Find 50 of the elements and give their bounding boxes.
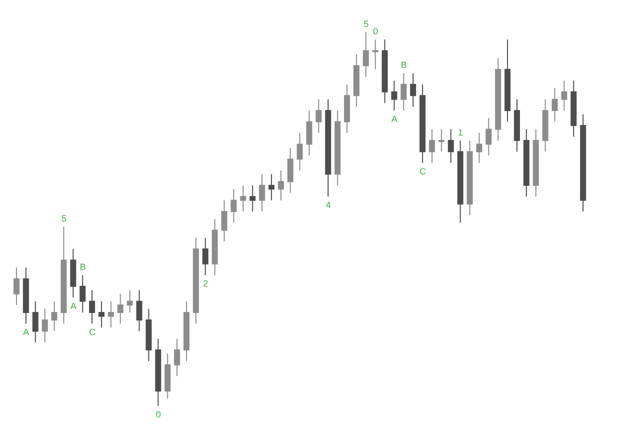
annotation: C: [89, 327, 96, 338]
candlestick: [362, 32, 369, 78]
candlestick: [108, 300, 114, 328]
candlestick: [287, 147, 294, 194]
candlestick: [98, 300, 104, 328]
candlestick: [428, 128, 435, 164]
annotation: 4: [326, 200, 331, 210]
candlestick: [117, 293, 124, 324]
candlestick: [240, 184, 246, 212]
candlestick: [400, 72, 407, 112]
candlestick: [250, 184, 256, 212]
candlestick: [372, 38, 378, 70]
candlestick: [448, 128, 454, 164]
annotation: 0: [373, 26, 378, 36]
candlestick: [174, 338, 180, 377]
annotation: A: [70, 300, 76, 311]
candlestick: [80, 274, 86, 313]
candlestick: [561, 80, 568, 112]
annotation: A: [23, 327, 30, 338]
candlestick: [136, 290, 142, 332]
candlestick: [438, 128, 444, 152]
candlestick: [202, 237, 208, 276]
candlestick: [410, 72, 416, 108]
candlestick: [221, 200, 228, 242]
annotation: A: [391, 114, 398, 124]
candlestick: [268, 174, 274, 201]
candlestick: [32, 300, 38, 343]
annotation: 5: [61, 213, 66, 224]
candlestick: [552, 88, 558, 122]
annotation: B: [80, 262, 86, 272]
annotation: B: [400, 60, 407, 70]
candlestick: [259, 174, 266, 212]
candlestick: [126, 290, 133, 313]
annotation: C: [420, 166, 427, 176]
candlestick: [486, 118, 492, 156]
candlestick: [51, 300, 58, 332]
candlestick: [14, 267, 20, 306]
candlestick: [476, 132, 482, 164]
candlestick: [278, 170, 284, 201]
annotation: 0: [156, 409, 161, 420]
annotation: 5: [364, 19, 369, 29]
candlestick: [42, 308, 48, 343]
candlestick: [89, 290, 96, 324]
candlestick: [296, 132, 303, 171]
annotation: 1: [458, 127, 464, 138]
candlestick: [230, 188, 237, 224]
candlestick: [316, 98, 322, 134]
candlestick: [391, 80, 398, 112]
candlestick: [306, 110, 312, 156]
annotation: 2: [203, 278, 208, 288]
